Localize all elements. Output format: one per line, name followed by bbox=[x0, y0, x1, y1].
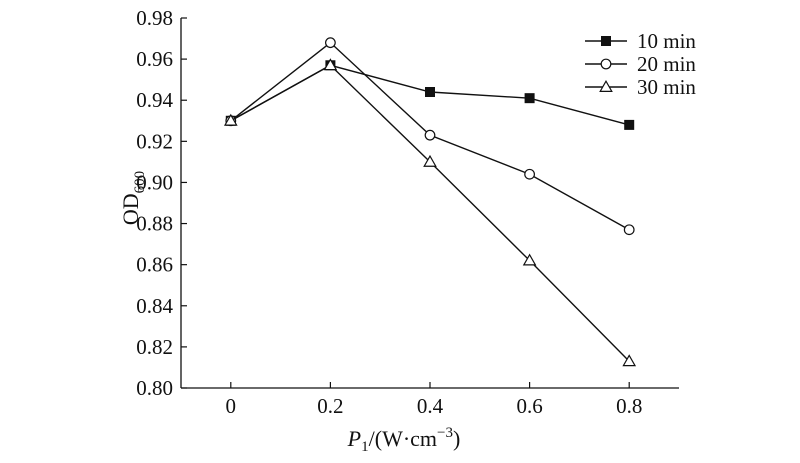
legend-item: 30 min bbox=[585, 75, 696, 99]
legend-label: 30 min bbox=[637, 75, 696, 99]
data-point bbox=[623, 224, 635, 236]
y-axis-title-main: OD bbox=[118, 193, 143, 225]
legend-marker bbox=[599, 79, 613, 92]
y-tick-label: 0.90 bbox=[136, 170, 173, 194]
data-point bbox=[624, 119, 635, 130]
x-axis-ticks: 0 0.2 0.4 0.6 0.8 bbox=[226, 382, 642, 418]
x-tick-label: 0 bbox=[226, 394, 237, 418]
x-tick-label: 0.2 bbox=[317, 394, 343, 418]
x-tick-label: 0.6 bbox=[516, 394, 542, 418]
x-tick-label: 0.8 bbox=[616, 394, 642, 418]
data-point bbox=[524, 168, 535, 180]
y-tick-label: 0.94 bbox=[136, 88, 173, 112]
y-tick-label: 0.88 bbox=[136, 212, 173, 236]
legend-item: 10 min bbox=[585, 29, 696, 53]
y-axis-title: OD600 bbox=[118, 171, 148, 225]
y-tick-label: 0.96 bbox=[136, 47, 173, 71]
x-axis-title-sub: 1 bbox=[361, 439, 369, 455]
x-axis-title-unit: /(W·cm bbox=[369, 426, 437, 451]
data-point bbox=[423, 154, 437, 167]
data-point bbox=[325, 37, 336, 49]
legend-marker bbox=[600, 58, 612, 70]
legend-item: 20 min bbox=[585, 52, 696, 76]
y-tick-label: 0.82 bbox=[136, 335, 173, 359]
data-point bbox=[323, 58, 338, 71]
series-1 bbox=[225, 37, 635, 236]
legend-label: 10 min bbox=[637, 29, 696, 53]
data-point bbox=[524, 93, 535, 104]
x-axis-title-var: P bbox=[347, 426, 361, 451]
data-point bbox=[223, 113, 238, 126]
data-point bbox=[522, 253, 537, 266]
y-tick-label: 0.84 bbox=[136, 294, 173, 318]
x-axis-title-unit-close: ) bbox=[453, 426, 460, 451]
y-tick-label: 0.98 bbox=[136, 6, 173, 30]
series-layer bbox=[223, 37, 637, 367]
data-point bbox=[622, 354, 637, 367]
legend-label: 20 min bbox=[637, 52, 696, 76]
x-axis-title: P1/(W·cm−3) bbox=[347, 425, 461, 455]
y-tick-label: 0.80 bbox=[136, 376, 173, 400]
y-axis-ticks: 0.80 0.82 0.84 0.86 0.88 0.90 0.92 0.94 0.96 0.98 bbox=[136, 6, 187, 400]
y-tick-label: 0.92 bbox=[136, 129, 173, 153]
x-tick-label: 0.4 bbox=[417, 394, 444, 418]
data-point bbox=[425, 87, 435, 97]
series-line bbox=[230, 64, 630, 362]
y-axis-title-sub: 600 bbox=[132, 171, 148, 194]
axes bbox=[180, 18, 679, 389]
series-0 bbox=[225, 60, 635, 130]
x-axis-title-unit-sup: −3 bbox=[437, 425, 453, 441]
y-tick-label: 0.86 bbox=[136, 253, 173, 277]
legend-marker bbox=[601, 36, 611, 46]
data-point bbox=[424, 129, 436, 141]
series-2 bbox=[223, 58, 637, 367]
